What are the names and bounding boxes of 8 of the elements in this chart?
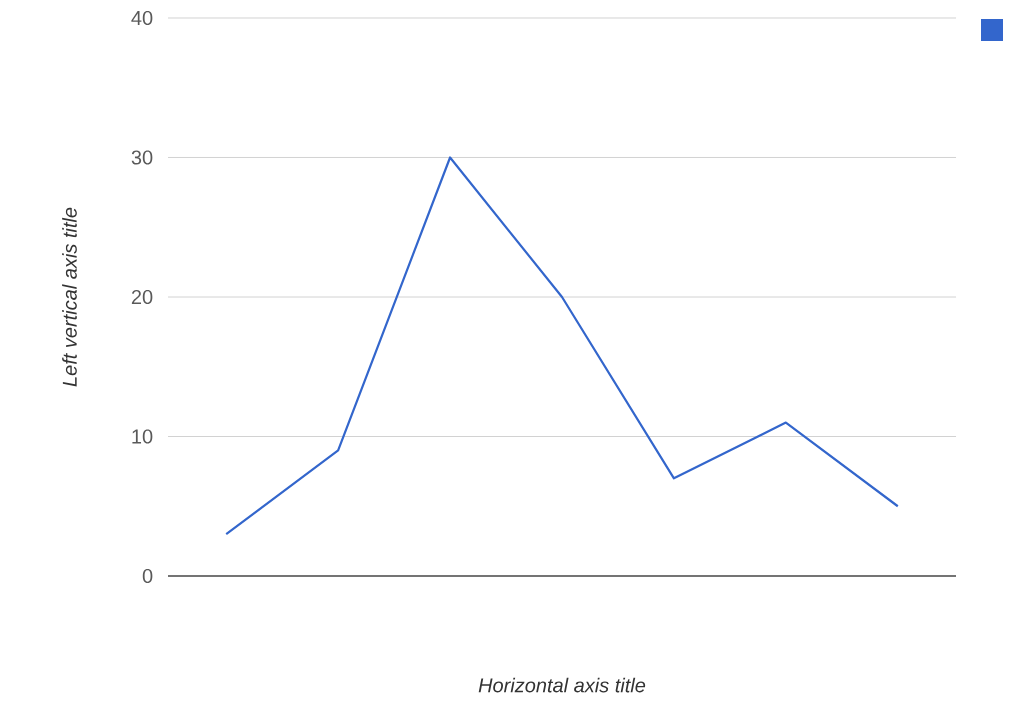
y-tick-label: 10 [132,429,153,444]
y-tick-label: 30 [131,150,153,165]
line-series [225,156,899,536]
y-axis-title: Left vertical axis title [62,207,77,387]
y-tick-label: 20 [131,289,153,305]
y-tick-label: 40 [131,10,153,26]
x-axis-title: Horizontal axis title [478,677,646,693]
y-tick-label: 0 [142,568,153,584]
